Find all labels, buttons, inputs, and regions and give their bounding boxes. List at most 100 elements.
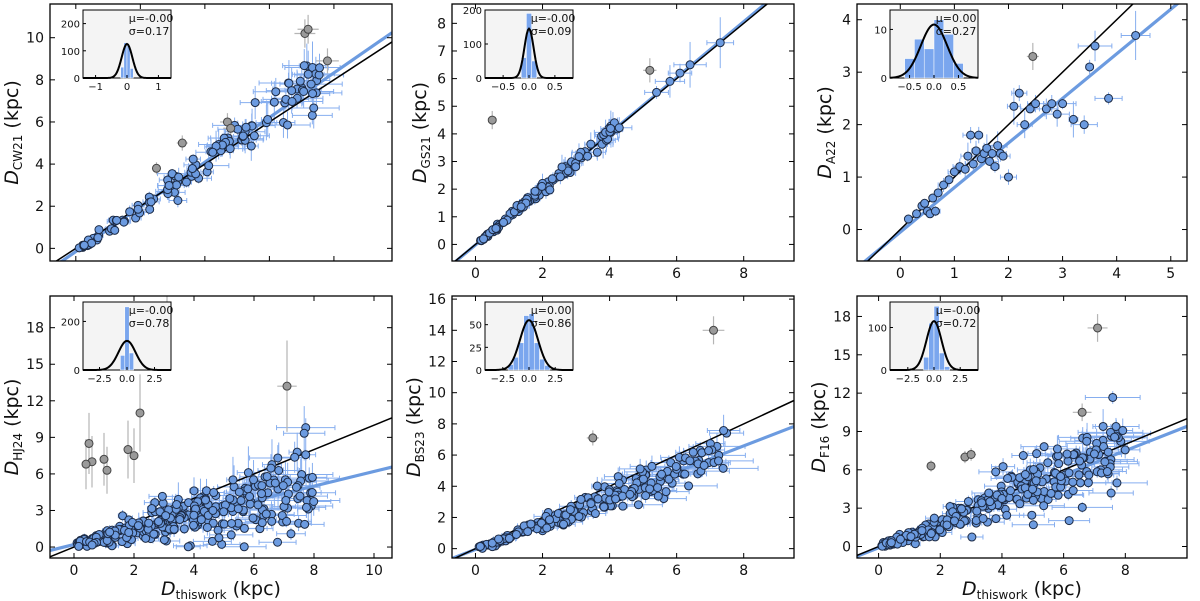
data-point [301, 450, 311, 460]
data-point [267, 516, 277, 526]
histogram-bar [120, 66, 125, 79]
y-tick-label: 16 [428, 292, 446, 308]
data-point [183, 542, 193, 552]
plot-content [862, 4, 1180, 261]
outlier-points [1028, 51, 1038, 61]
y-tick-label: 6 [35, 467, 44, 483]
outlier-point [123, 445, 133, 455]
data-point [269, 97, 279, 107]
data-point [93, 233, 103, 243]
histogram-bar [128, 352, 134, 371]
data-point [526, 519, 536, 529]
y-tick-label: 2 [842, 118, 851, 134]
data-point [664, 474, 674, 484]
outlier-point [322, 56, 332, 66]
outlier-points [81, 381, 292, 475]
ticks [452, 296, 794, 558]
outlier-point [588, 433, 598, 443]
fit-line-blue [862, 4, 1180, 261]
data-point [189, 520, 199, 530]
data-point [309, 103, 319, 113]
data-point [225, 144, 235, 154]
plot-frame [451, 295, 795, 559]
y-tick-label: 0 [437, 237, 446, 253]
data-point [257, 481, 267, 491]
data-point [971, 146, 981, 156]
data-point [645, 484, 655, 494]
x-tick-label: 8 [739, 266, 748, 282]
data-point [307, 472, 317, 482]
x-tick-label: 4 [190, 563, 199, 579]
y-tick-label: 12 [428, 355, 446, 371]
gaussian-curve [485, 319, 573, 371]
data-point [286, 529, 296, 539]
inset-y-tick-label: 200 [61, 20, 80, 31]
data-point [511, 529, 521, 539]
histogram-bar [923, 48, 935, 79]
y-tick-label: 12 [26, 394, 44, 410]
y-tick-label: 10 [428, 386, 446, 402]
data-point [257, 489, 267, 499]
data-point [301, 502, 311, 512]
y-tick-label: 4 [842, 13, 851, 29]
y-tick-label: 3 [35, 503, 44, 519]
data-point [306, 79, 316, 89]
data-point [523, 527, 533, 537]
y-tick-label: 8 [35, 73, 44, 89]
data-point [209, 488, 219, 498]
data-point [228, 475, 238, 485]
data-point [263, 115, 273, 125]
data-point [303, 69, 313, 79]
stat-sigma: σ=0.86 [531, 317, 572, 330]
y-tick-label: 0 [35, 540, 44, 556]
stat-sigma: σ=0.78 [129, 317, 170, 330]
gaussian-curve [83, 42, 171, 79]
y-axis-label-sub: HJ24 [11, 433, 25, 461]
stat-mu: μ=-0.00 [531, 12, 576, 25]
y-tick-label: 5 [437, 99, 446, 115]
y-axis-label: DGS21 (kpc) [409, 82, 433, 183]
y-tick-label: 2 [35, 199, 44, 215]
data-point [213, 525, 223, 535]
x-axis-label-unit: (kpc) [227, 578, 281, 600]
data-point [295, 76, 305, 86]
data-point [179, 524, 189, 534]
data-point [295, 491, 305, 501]
data-point [633, 500, 643, 510]
data-point [79, 240, 89, 250]
outlier-points [588, 325, 719, 443]
data-point [208, 505, 218, 515]
y-tick-label: 1 [437, 210, 446, 226]
data-point [146, 197, 156, 207]
data-point [157, 491, 167, 501]
y-axis-label-main: D [814, 164, 836, 179]
data-point [1025, 104, 1035, 114]
inset-x-tick-label: 0.0 [521, 82, 537, 93]
data-point [315, 63, 325, 73]
data-point [718, 463, 728, 473]
y-axis-label-unit: (kpc) [1, 80, 23, 134]
data-point [504, 533, 514, 543]
histogram-bar [518, 342, 525, 371]
data-points [476, 38, 725, 246]
data-point [1003, 172, 1013, 182]
data-point [299, 428, 309, 438]
data-point [618, 501, 628, 511]
data-point [226, 530, 236, 540]
histogram-bar [129, 68, 134, 79]
data-point [110, 225, 120, 235]
data-point [665, 76, 675, 86]
data-point [949, 167, 959, 177]
data-point [234, 487, 244, 497]
x-tick-label: 6 [672, 266, 681, 282]
data-point [105, 527, 115, 537]
data-point [308, 89, 318, 99]
data-point [200, 495, 210, 505]
outlier-point [81, 459, 91, 469]
y-tick-label: 4 [437, 479, 446, 495]
data-point [713, 456, 723, 466]
data-point [149, 529, 159, 539]
data-point [498, 217, 508, 227]
data-point [635, 464, 645, 474]
